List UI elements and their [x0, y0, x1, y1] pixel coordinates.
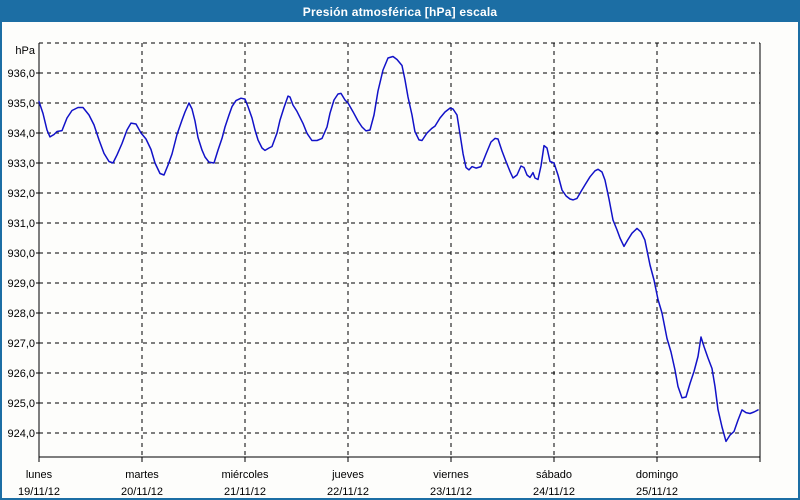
y-tick-label: 929,0: [7, 278, 35, 290]
x-day-date-label: 22/11/12: [327, 486, 369, 498]
y-tick-label: 926,0: [7, 368, 35, 380]
y-tick-label: 936,0: [7, 68, 35, 80]
pressure-series: [38, 55, 759, 443]
x-day-name-label: jueves: [331, 469, 364, 481]
chart-title: Presión atmosférica [hPa] escala: [302, 5, 498, 19]
x-day-name-label: domingo: [636, 469, 678, 481]
y-tick-label: 931,0: [7, 218, 35, 230]
x-day-date-label: 23/11/12: [430, 486, 472, 498]
x-day-name-label: miércoles: [221, 469, 269, 481]
y-tick-label: 930,0: [7, 248, 35, 260]
chart-title-bar: Presión atmosférica [hPa] escala: [2, 2, 798, 22]
vertical-gridlines: [141, 43, 658, 457]
x-day-date-label: 19/11/12: [18, 486, 60, 498]
chart-area: hPa 936,0 935,0 934,0 933,0 932,0 931,0 930,0 92…: [2, 22, 798, 498]
y-tick-label: 927,0: [7, 338, 35, 350]
y-axis-labels: hPa 936,0 935,0 934,0 933,0 932,0 931,0 930,0 92…: [7, 45, 35, 440]
y-tick-label: 925,0: [7, 398, 35, 410]
y-tick-label: 935,0: [7, 98, 35, 110]
y-axis-unit-label: hPa: [15, 45, 35, 57]
pressure-line: [38, 55, 759, 443]
x-day-name-label: viernes: [433, 469, 469, 481]
x-day-name-label: martes: [125, 469, 159, 481]
x-day-date-label: 25/11/12: [636, 486, 678, 498]
y-tick-label: 933,0: [7, 158, 35, 170]
y-tick-label: 924,0: [7, 428, 35, 440]
horizontal-gridlines: [39, 42, 760, 434]
x-day-date-label: 24/11/12: [533, 486, 575, 498]
pressure-line-chart: hPa 936,0 935,0 934,0 933,0 932,0 931,0 930,0 92…: [7, 42, 761, 498]
y-tick-label: 934,0: [7, 128, 35, 140]
y-tick-label: 928,0: [7, 308, 35, 320]
x-day-name-label: lunes: [26, 469, 53, 481]
x-axis-labels: lunes 19/11/12 martes 20/11/12 miércoles 21/1…: [18, 469, 678, 498]
axis-frame: [36, 43, 761, 462]
x-day-date-label: 21/11/12: [224, 486, 266, 498]
x-day-date-label: 20/11/12: [121, 486, 163, 498]
y-tick-label: 932,0: [7, 188, 35, 200]
x-day-name-label: sábado: [536, 469, 572, 481]
